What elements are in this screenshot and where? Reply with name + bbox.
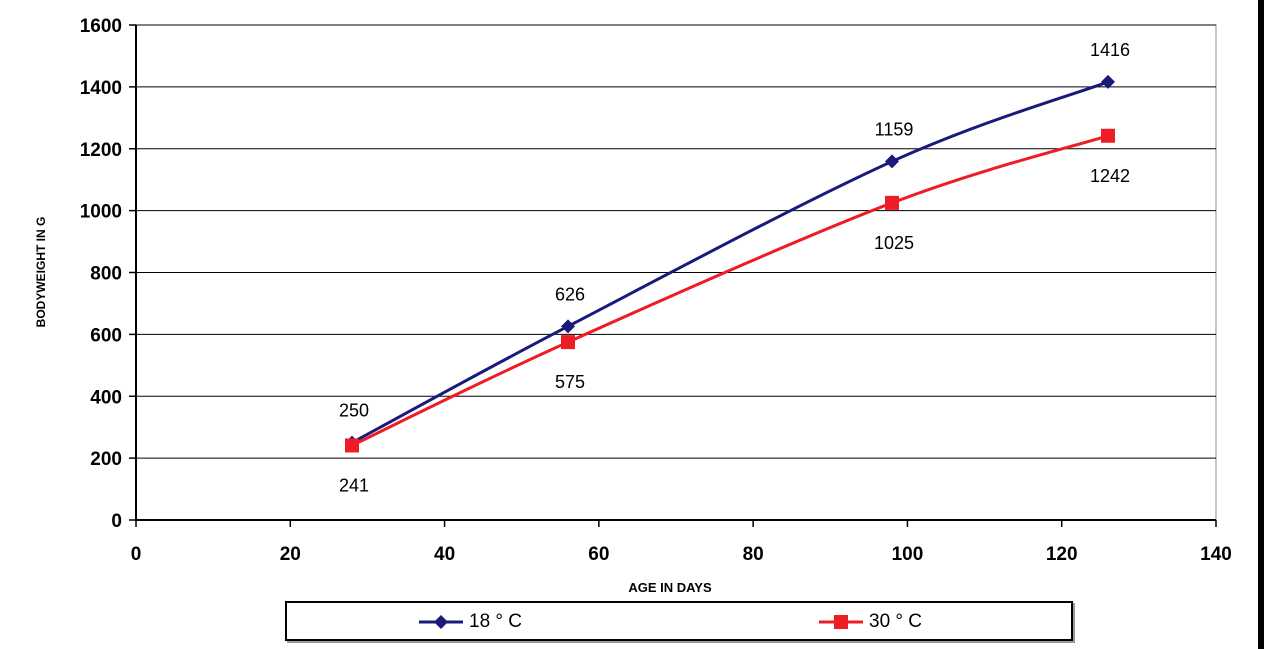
data-point-diamond (1101, 74, 1115, 89)
y-tick-label: 1200 (80, 140, 122, 161)
data-label: 241 (339, 475, 369, 495)
data-point-diamond (561, 319, 575, 334)
data-label: 1416 (1090, 40, 1130, 60)
data-point-diamond (885, 154, 899, 169)
data-label: 250 (339, 401, 369, 421)
y-tick-label: 200 (90, 449, 122, 470)
y-tick-label: 1400 (80, 78, 122, 99)
data-label: 1242 (1090, 166, 1130, 186)
data-label: 1025 (874, 233, 914, 253)
x-tick-label: 0 (131, 544, 142, 565)
data-point-square (885, 195, 899, 210)
data-point-square (1101, 128, 1115, 143)
y-axis-title: BODYWEIGHT IN G (34, 217, 48, 328)
x-tick-label: 80 (743, 544, 764, 565)
y-tick-label: 1600 (80, 16, 122, 37)
x-tick-label: 40 (434, 544, 455, 565)
legend-item-30c: 30 ° C (817, 609, 922, 635)
line-chart: 0 200 400 600 800 1000 1200 1400 1600 0 20 40 60 80 10… (34, 16, 1232, 595)
legend-label-18c: 18 ° C (469, 611, 523, 632)
data-label: 575 (555, 372, 585, 392)
diamond-marker-icon (417, 609, 465, 635)
y-tick-label: 0 (111, 511, 122, 532)
x-tick-label: 60 (588, 544, 609, 565)
legend-item-18c: 18 ° C (417, 609, 522, 635)
x-tick-label: 20 (280, 544, 301, 565)
square-marker-icon (817, 609, 865, 635)
series-line-0 (351, 80, 1109, 444)
window-edge (1258, 0, 1264, 649)
y-tick-label: 400 (90, 387, 122, 408)
x-axis-title: AGE IN DAYS (628, 580, 712, 595)
x-tick-label: 120 (1046, 544, 1078, 565)
y-tick-label: 800 (90, 264, 122, 285)
series-line-1 (351, 134, 1109, 447)
legend-label-30c: 30 ° C (869, 611, 923, 632)
data-point-square (345, 438, 359, 453)
x-tick-label: 100 (892, 544, 924, 565)
y-tick-label: 600 (90, 325, 122, 346)
legend: 18 ° C 30 ° C (285, 601, 1073, 641)
data-label: 1159 (875, 119, 914, 139)
y-tick-label: 1000 (80, 202, 122, 223)
x-tick-label: 140 (1200, 544, 1232, 565)
data-label: 626 (555, 284, 585, 304)
data-point-square (561, 335, 575, 350)
